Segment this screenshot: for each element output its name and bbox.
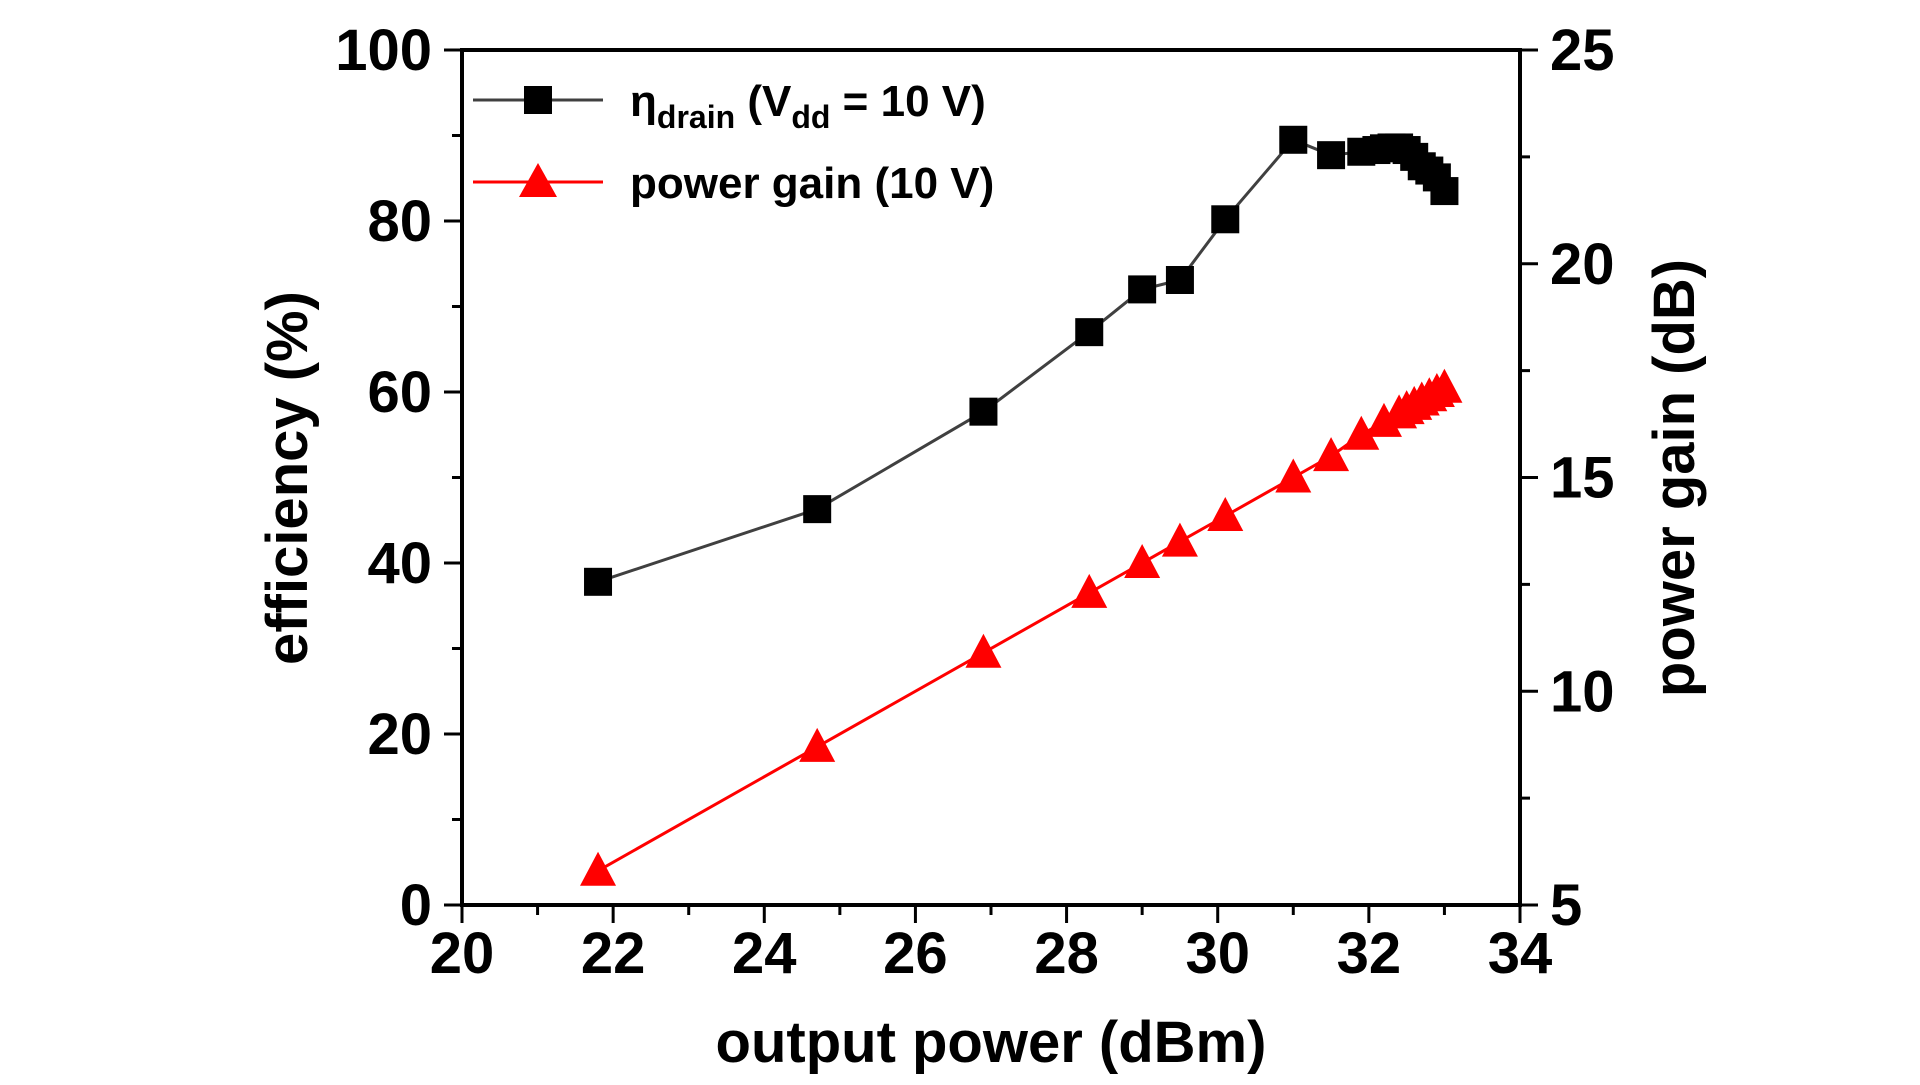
- right-y-axis-title: power gain (dB): [1642, 259, 1707, 697]
- x-tick-label: 22: [581, 921, 646, 986]
- x-tick-label: 20: [430, 921, 495, 986]
- data-point-efficiency: [1165, 265, 1194, 294]
- legend-item-efficiency: ηdrain (Vdd = 10 V): [473, 77, 986, 135]
- y-left-tick-label: 80: [367, 189, 432, 254]
- y-left-tick-label: 40: [367, 531, 432, 596]
- data-point-efficiency: [1317, 141, 1346, 170]
- data-point-efficiency: [969, 397, 998, 426]
- x-tick-label: 24: [732, 921, 797, 986]
- data-point-efficiency: [1075, 318, 1104, 347]
- y-right-tick-label: 10: [1550, 659, 1615, 724]
- right-y-axis: 5 10 15 20 25: [1520, 18, 1615, 938]
- left-y-axis: 0 20 40 60 80 100: [335, 18, 462, 938]
- y-left-tick-label: 0: [400, 873, 432, 938]
- data-point-gain: [1313, 437, 1350, 472]
- legend-label-gain: power gain (10 V): [630, 159, 994, 208]
- data-point-efficiency: [803, 495, 832, 524]
- data-point-gain: [1124, 544, 1161, 578]
- x-tick-label: 30: [1185, 921, 1250, 986]
- data-point-gain: [1161, 522, 1198, 557]
- x-tick-label: 26: [883, 921, 948, 986]
- data-point-efficiency: [1211, 205, 1240, 234]
- data-point-efficiency: [1430, 177, 1459, 206]
- legend: ηdrain (Vdd = 10 V) power gain (10 V): [473, 77, 994, 208]
- data-point-gain: [965, 633, 1002, 668]
- series-layer: [580, 125, 1463, 886]
- y-right-tick-label: 15: [1550, 446, 1615, 511]
- data-point-efficiency: [1279, 125, 1308, 154]
- series-efficiency: [584, 125, 1459, 596]
- y-right-tick-label: 5: [1550, 873, 1582, 938]
- series-line-gain: [597, 386, 1446, 873]
- x-axis-title: output power (dBm): [716, 1010, 1267, 1075]
- x-tick-label: 28: [1034, 921, 1099, 986]
- data-point-gain: [1343, 415, 1380, 450]
- data-point-gain: [1426, 368, 1463, 403]
- x-tick-label: 32: [1337, 921, 1402, 986]
- data-point-gain: [799, 727, 836, 762]
- data-point-gain: [1275, 458, 1312, 493]
- x-axis: 20 22 24 26 28 30 32 34: [430, 905, 1553, 986]
- y-right-tick-label: 20: [1550, 232, 1615, 297]
- data-point-gain: [1207, 496, 1244, 531]
- data-point-gain: [1071, 573, 1108, 608]
- y-left-tick-label: 100: [335, 18, 432, 83]
- data-point-efficiency: [584, 567, 613, 596]
- data-point-efficiency: [1128, 275, 1157, 304]
- legend-marker-triangle: [519, 163, 557, 197]
- y-left-tick-label: 60: [367, 360, 432, 425]
- data-point-gain: [1365, 402, 1402, 437]
- data-point-gain: [580, 851, 617, 886]
- left-y-axis-title: efficiency (%): [255, 291, 320, 665]
- y-right-tick-label: 25: [1550, 18, 1615, 83]
- y-left-tick-label: 20: [367, 702, 432, 767]
- x-tick-label: 34: [1488, 921, 1553, 986]
- legend-marker-square: [524, 86, 552, 114]
- series-gain: [580, 368, 1463, 886]
- legend-item-gain: power gain (10 V): [473, 159, 994, 208]
- legend-label-efficiency: ηdrain (Vdd = 10 V): [630, 77, 986, 135]
